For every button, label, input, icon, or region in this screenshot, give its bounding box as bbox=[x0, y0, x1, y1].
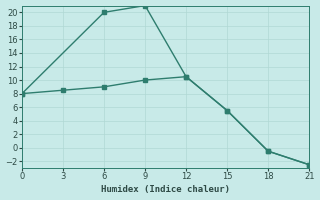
X-axis label: Humidex (Indice chaleur): Humidex (Indice chaleur) bbox=[101, 185, 230, 194]
